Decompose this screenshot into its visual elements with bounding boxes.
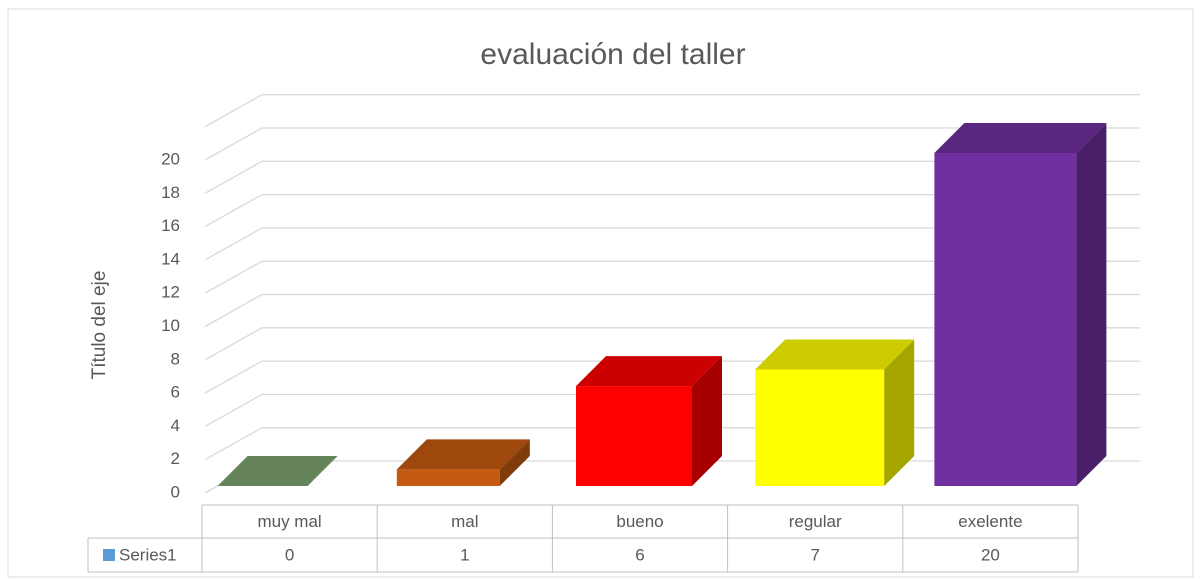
bar: [934, 153, 1077, 486]
bar-group: [576, 356, 722, 486]
table-value: 6: [635, 545, 644, 564]
y-tick-label: 18: [161, 183, 180, 202]
bar: [755, 369, 885, 486]
y-tick-label: 20: [161, 149, 180, 168]
bar: [576, 386, 692, 486]
bar-group: [217, 456, 338, 486]
bar-top: [396, 439, 530, 470]
x-tick-label: bueno: [616, 512, 663, 531]
y-tick-label: 8: [171, 349, 180, 368]
y-tick-label: 14: [161, 249, 180, 268]
bar-side: [1076, 123, 1107, 486]
y-axis-title: Título del eje: [89, 271, 110, 380]
bar-side: [499, 439, 530, 486]
bar: [396, 469, 500, 486]
y-tick-label: 10: [161, 316, 180, 335]
grid-line: [204, 293, 1140, 328]
legend-label: Series1: [119, 545, 177, 564]
bar-top: [755, 339, 915, 370]
table-value: 0: [285, 545, 294, 564]
bar-top: [934, 123, 1107, 153]
x-tick-label: regular: [789, 512, 842, 531]
grid-line: [204, 193, 1140, 228]
table-value: 1: [460, 545, 469, 564]
bar-group: [396, 439, 530, 486]
grid-line: [204, 127, 1140, 161]
x-tick-label: muy mal: [257, 512, 321, 531]
y-tick-label: 6: [171, 383, 180, 402]
x-tick-label: mal: [451, 512, 478, 531]
table-value: 20: [981, 545, 1000, 564]
y-tick-label: 12: [161, 283, 180, 302]
y-tick-label: 4: [171, 416, 180, 435]
grid-line: [204, 160, 1140, 194]
y-tick-label: 0: [171, 482, 180, 501]
wall-edge: [204, 94, 1140, 128]
bar-side: [692, 356, 722, 486]
table-value: 7: [810, 545, 819, 564]
bar-top: [576, 356, 722, 387]
bar-group: [934, 123, 1107, 486]
chart-title: evaluación del taller: [480, 38, 745, 71]
grid-line: [204, 327, 1140, 361]
bar-side: [884, 339, 915, 486]
x-tick-label: exelente: [958, 512, 1022, 531]
grid-line: [204, 260, 1140, 294]
bar-group: [755, 339, 915, 486]
grid-line: [204, 227, 1140, 261]
bar-top: [217, 456, 338, 486]
y-tick-label: 2: [171, 449, 180, 468]
y-tick-label: 16: [161, 216, 180, 235]
legend-swatch: [103, 549, 115, 561]
